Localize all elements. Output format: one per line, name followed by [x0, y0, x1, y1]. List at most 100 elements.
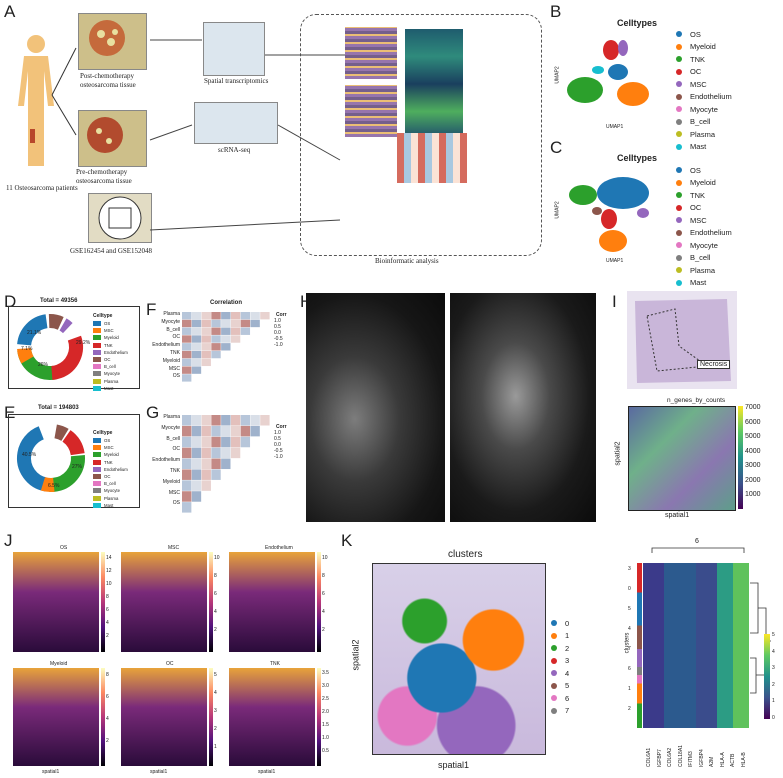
panel-b-ylabel: UMAP2 — [554, 66, 561, 84]
f-row-label: OC — [172, 334, 181, 341]
j-tick: 5 — [214, 672, 217, 678]
j-map-title: TNK — [270, 661, 280, 667]
scrna-label: scRNA-seq — [218, 146, 251, 154]
k-cbar-tick: 4 — [772, 648, 775, 655]
corr-cell — [221, 447, 231, 459]
k-row-label: 5 — [628, 606, 631, 612]
spatial-transcriptomics-image — [203, 22, 265, 76]
corr-cell — [250, 312, 260, 320]
panel-c-ylabel: UMAP2 — [554, 201, 561, 219]
corr-cell — [201, 358, 211, 367]
j-map-title: Endothelium — [265, 545, 293, 551]
corr-cell — [240, 415, 251, 426]
corr-cell — [182, 469, 192, 480]
panel-label-c: C — [550, 138, 563, 157]
k-cbar-tick: 2 — [772, 681, 775, 688]
human-figure-icon — [18, 35, 54, 166]
f-row-label: Plasma — [163, 311, 180, 317]
i-xlabel: spatial1 — [665, 512, 690, 519]
j-tick: 6 — [322, 591, 325, 597]
j-tick: 4 — [214, 690, 217, 696]
corr-cell — [182, 425, 192, 437]
k-row-label: 0 — [628, 586, 631, 592]
g-cbar-tick: 1.0 — [274, 430, 281, 436]
k-cbar-tick: 5 — [772, 632, 775, 638]
e-slice-label: 6.5% — [48, 483, 60, 489]
k-cbar-tick: 3 — [772, 665, 775, 671]
j-tick: 6 — [106, 607, 109, 613]
k-row-label: 3 — [628, 566, 631, 572]
corr-cell — [182, 343, 192, 351]
panel-label-a: A — [4, 2, 16, 21]
corr-cell — [230, 312, 241, 320]
j-tick: 6 — [106, 694, 109, 700]
j-tick: 2 — [106, 633, 109, 639]
corr-cell — [191, 425, 202, 437]
legend-e-item: OS — [93, 437, 128, 444]
legend-e-item: Mast — [93, 502, 128, 509]
corr-cell — [201, 335, 211, 343]
panel-label-g: G — [146, 403, 160, 422]
j-map-title: OS — [60, 545, 68, 551]
j-tick: 10 — [214, 555, 220, 561]
corr-cell — [201, 447, 211, 459]
corr-cell — [230, 415, 241, 426]
j-tick: 6 — [214, 591, 217, 597]
legend-k-item: 4 — [551, 667, 569, 680]
j-map-myeloid — [13, 668, 99, 766]
corr-matrix-f — [182, 312, 270, 382]
panel-e-total: Total = 194803 — [38, 405, 79, 411]
corr-cell — [191, 319, 202, 328]
pre-chemo-label: Pre-chemotherapy osteosarcoma tissue — [76, 168, 132, 185]
corr-cell — [221, 343, 231, 351]
k-title: clusters — [448, 549, 483, 560]
post-chemo-label: Post-chemotherapy osteosarcoma tissue — [80, 72, 136, 89]
legend-e-title: Celltype — [93, 430, 113, 436]
corr-cell — [250, 425, 260, 437]
k-gene-label: IFITM3 — [688, 751, 694, 767]
spatial-label: Spatial transcriptomics — [204, 77, 269, 85]
corr-cell — [182, 436, 192, 448]
legend-k: 0 1 2 3 4 5 6 7 — [551, 617, 569, 717]
panel-d-box — [8, 306, 140, 389]
f-cbar-tick: 0.5 — [274, 324, 281, 330]
corr-cell — [260, 415, 270, 426]
legend-b-item: Mast — [676, 141, 732, 154]
corr-cell — [230, 319, 241, 328]
panel-b-xlabel: UMAP1 — [606, 124, 624, 130]
legend-d-item: B_cell — [93, 363, 128, 370]
panel-label-k: K — [341, 531, 353, 550]
arrows-flow — [149, 39, 345, 231]
k-gene-label: ACTB — [730, 753, 736, 767]
corr-cell — [211, 327, 221, 335]
f-cbar-tick: 0.0 — [274, 330, 281, 336]
i-cbar-ticks: 7000 6000 5000 4000 3000 2000 1000 — [745, 404, 761, 506]
legend-k-item: 7 — [551, 705, 569, 718]
i-cbar-tick: 2000 — [745, 476, 761, 484]
g-row-label: B_cell — [166, 435, 180, 442]
corr-cell — [182, 358, 192, 367]
legend-c-item: Myeloid — [676, 177, 732, 190]
f-row-label: Myeloid — [162, 357, 180, 364]
corr-cell — [221, 327, 231, 335]
i-cbar-tick: 7000 — [745, 404, 761, 411]
k-heatmap-top-label: 6 — [695, 538, 699, 545]
legend-b: OS Myeloid TNK OC MSC Endothelium Myocyt… — [676, 28, 732, 153]
legend-e-item: TNK — [93, 459, 128, 466]
corr-cell — [191, 327, 202, 335]
j-tick: 2.5 — [322, 696, 329, 702]
j-ticks-msc: 10 8 6 4 2 — [214, 555, 220, 645]
j-tick: 8 — [106, 594, 109, 600]
gse-label: GSE162454 and GSE152048 — [70, 247, 153, 255]
panel-label-b: B — [550, 2, 562, 21]
e-slice-label: 27% — [72, 464, 83, 470]
k-xlabel: spatial1 — [438, 760, 470, 770]
j-xlabel: spatial1 — [258, 769, 276, 775]
g-cbar-tick: 0.5 — [274, 436, 281, 442]
panel-f-rows: Plasma Myocyte B_cell OC Endothelium TNK… — [148, 311, 180, 381]
umap-c-plot — [569, 177, 649, 252]
legend-e-item: Endothelium — [93, 466, 128, 473]
panel-label-f: F — [146, 300, 157, 319]
d-slice-label: 26% — [38, 362, 49, 368]
i-cbar-tick: 5000 — [745, 433, 761, 440]
